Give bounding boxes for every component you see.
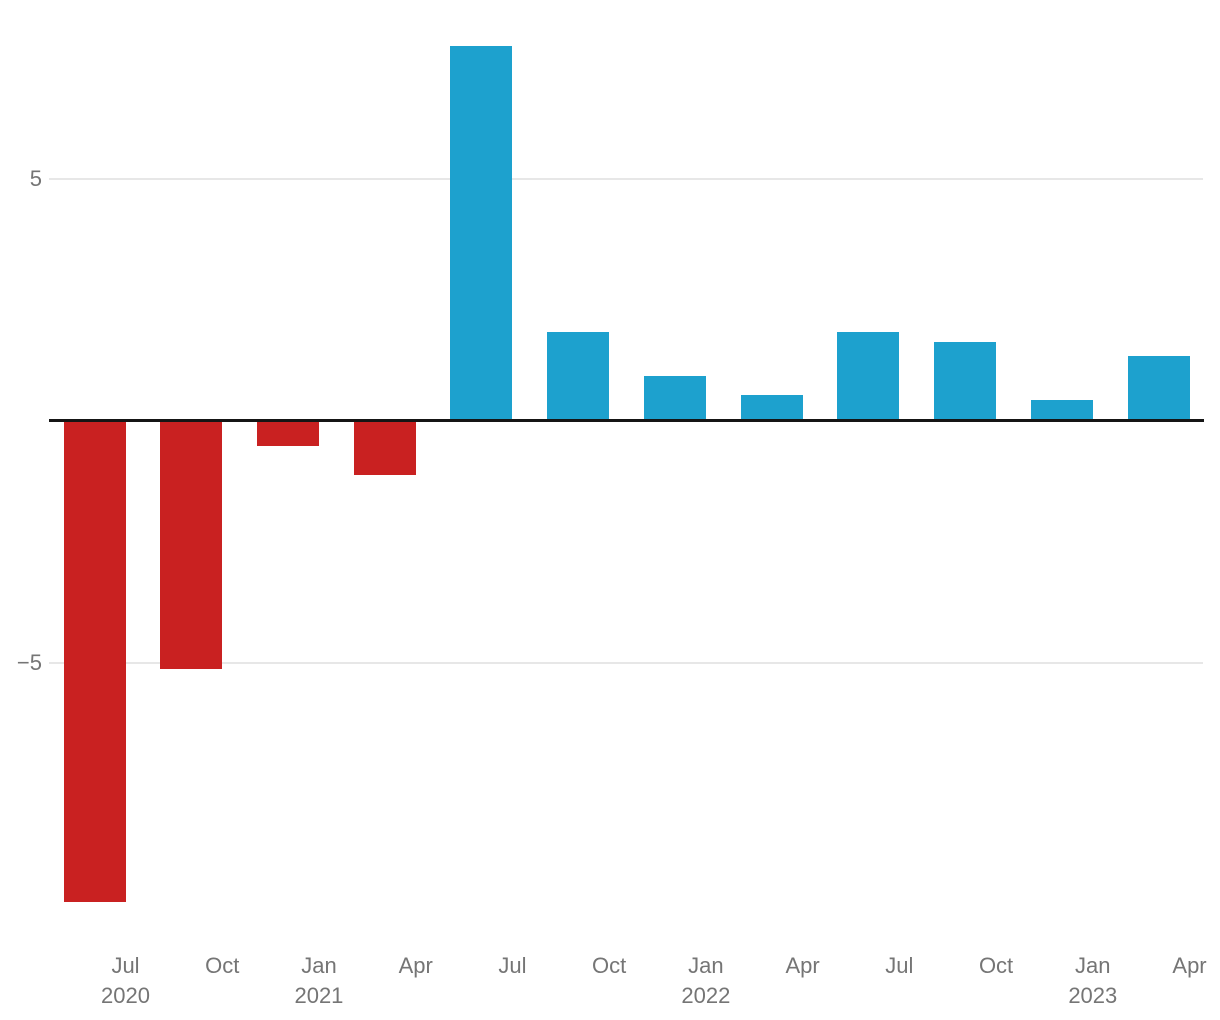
x-tick-month: Jan <box>1075 953 1111 978</box>
bar-jul-2020 <box>63 422 126 902</box>
x-axis-tick-label: Apr <box>738 951 868 981</box>
bar-apr-2021 <box>353 422 416 476</box>
bar-jul-2022 <box>837 331 900 420</box>
x-tick-year: 2020 <box>101 983 150 1008</box>
x-axis-tick-label: Jan 2023 <box>1028 951 1158 1011</box>
bar-oct-2020 <box>160 422 223 670</box>
x-tick-month: Jan <box>301 953 337 978</box>
bar-jan-2022 <box>643 375 706 420</box>
bar-jan-2021 <box>256 422 319 447</box>
x-tick-month: Apr <box>785 953 820 978</box>
x-tick-year: 2023 <box>1068 983 1118 1008</box>
x-axis-tick-label: Jul <box>834 951 964 981</box>
bar-jul-2021 <box>450 46 513 420</box>
x-axis-tick-label: Oct <box>544 951 674 981</box>
x-tick-month: Apr <box>1172 953 1207 978</box>
bar-jan-2023 <box>1030 399 1093 420</box>
y-axis-tick-label: 5 <box>29 165 42 191</box>
bar-oct-2022 <box>934 341 997 420</box>
x-axis-zero-line <box>49 419 1204 423</box>
x-axis-tick-label: Oct <box>157 951 287 981</box>
x-tick-month: Oct <box>978 953 1014 978</box>
bar-apr-2023 <box>1127 356 1190 420</box>
x-tick-month: Jul <box>498 953 527 978</box>
x-tick-month: Jan <box>688 953 724 978</box>
x-tick-year: 2022 <box>681 983 731 1008</box>
x-axis-tick-label: Jan 2022 <box>641 951 771 1011</box>
x-tick-year: 2021 <box>294 983 344 1008</box>
x-axis-tick-label: Apr <box>351 951 481 981</box>
x-tick-month: Jul <box>885 953 914 978</box>
x-axis-tick-label: Oct <box>931 951 1061 981</box>
bar-apr-2022 <box>740 394 803 420</box>
x-axis-tick-label: Apr <box>1125 951 1220 981</box>
bar-oct-2021 <box>547 331 610 420</box>
x-tick-month: Apr <box>398 953 433 978</box>
x-axis-tick-label: Jul <box>447 951 577 981</box>
y-axis-tick-label: −5 <box>16 649 42 675</box>
x-tick-month: Jul <box>111 953 140 978</box>
gridline-y-5 <box>49 177 1203 180</box>
x-axis-tick-label: Jul 2020 <box>61 951 191 1011</box>
x-tick-month: Oct <box>592 953 627 978</box>
x-tick-month: Oct <box>205 953 240 978</box>
x-axis-tick-label: Jan 2021 <box>254 951 384 1011</box>
